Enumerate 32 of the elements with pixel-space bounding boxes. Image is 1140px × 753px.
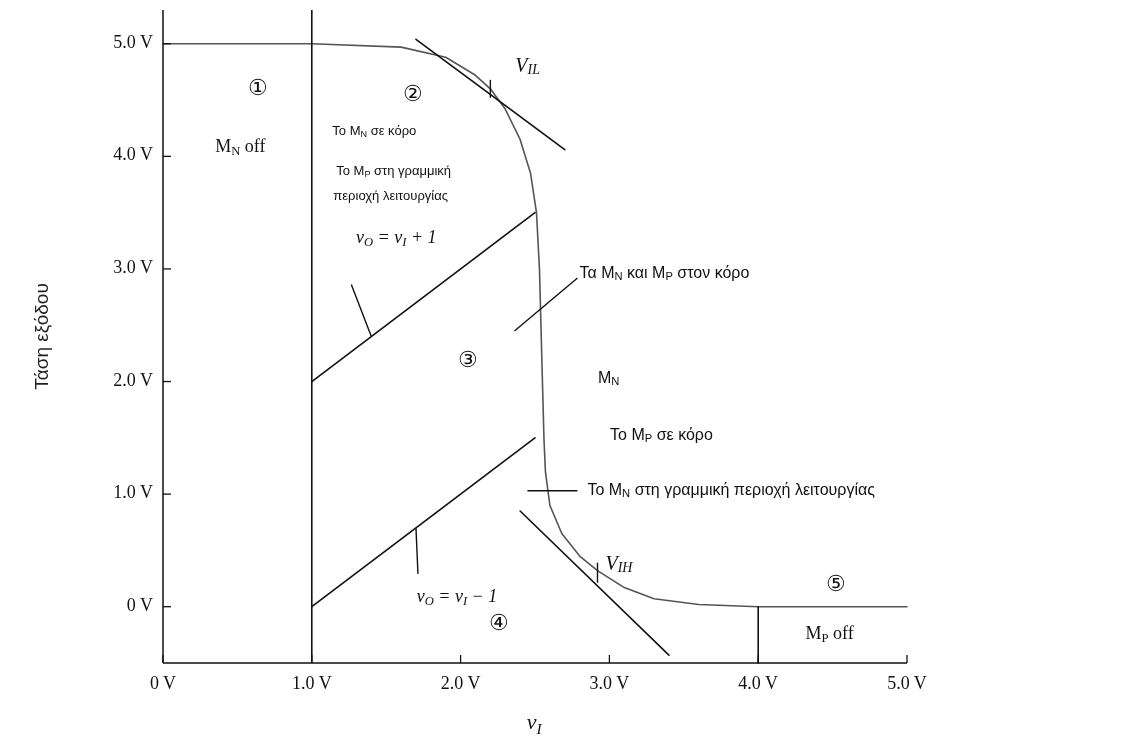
annotation: Το M$_{N}$ στη γραμμική περιοχή λειτουργίας: [587, 480, 876, 499]
annotation: ③: [458, 347, 479, 373]
x-tick-label: 4.0 V: [738, 673, 779, 693]
annotation: v$_{O}$ = v$_{I}$ + 1: [356, 226, 437, 249]
x-axis-title: v$_{I}$: [526, 709, 543, 737]
annotation: ①: [248, 74, 269, 100]
y-tick-label: 5.0 V: [113, 31, 153, 52]
annotation: V$_{IL}$: [515, 53, 541, 78]
y-tick-label: 4.0 V: [113, 144, 153, 165]
x-tick-label: 0 V: [149, 673, 177, 693]
x-tick-label: 5.0 V: [887, 673, 927, 693]
annotation: V$_{IH}$: [605, 551, 634, 576]
annotation: Το M$_{N}$ σε κόρο: [332, 123, 417, 139]
x-tick-label: 1.0 V: [291, 673, 332, 693]
annotation: M$_{N}$: [598, 369, 620, 388]
x-tick-label: 2.0 V: [440, 673, 481, 693]
annotation: M$_{N}$ off: [215, 136, 266, 159]
y-tick-label: 2.0 V: [113, 369, 153, 390]
annotation: v$_{O}$ = v$_{I}$ − 1: [416, 586, 498, 608]
annotation: ④: [489, 609, 510, 635]
annotation: ⑤: [825, 571, 846, 597]
y-tick-label: 3.0 V: [113, 257, 153, 278]
y-tick-label: 1.0 V: [113, 482, 153, 503]
annotation: ②: [402, 80, 423, 106]
annotation: Το M$_{P}$ στη γραμμική: [336, 163, 452, 180]
x-tick-label: 3.0 V: [589, 673, 630, 693]
annotation: περιοχή λειτουργίας: [333, 188, 448, 204]
annotation: Τα M$_{N}$ και M$_{P}$ στον κόρο: [579, 264, 750, 283]
annotation: Το M$_{P}$ σε κόρο: [610, 425, 713, 444]
y-axis-title: Τάση εξόδου: [31, 283, 52, 390]
annotation: M$_{P}$ off: [805, 622, 854, 645]
y-tick-label: 0 V: [126, 594, 153, 615]
